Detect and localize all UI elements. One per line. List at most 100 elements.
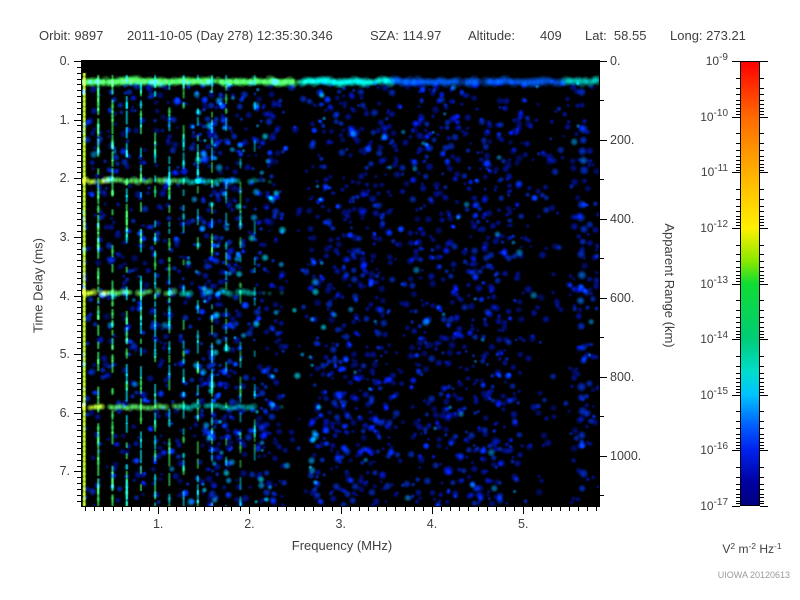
cb-minor-tick-left	[736, 133, 740, 134]
cb-minor-tick-right	[760, 216, 764, 217]
x-minor-tick	[268, 507, 269, 511]
x-minor-tick	[222, 507, 223, 511]
cb-minor-tick-left	[736, 392, 740, 393]
cb-minor-tick-left	[736, 189, 740, 190]
cb-minor-tick-left	[736, 104, 740, 105]
x-minor-tick	[551, 507, 552, 511]
y-minor-tick	[77, 395, 81, 396]
header-altitude-label: Altitude:	[468, 28, 515, 43]
cb-major-tick-left	[732, 117, 740, 118]
x-major-tick	[158, 507, 159, 514]
cb-minor-tick-left	[736, 78, 740, 79]
cb-exponent: -12	[713, 219, 728, 230]
cb-minor-tick-right	[760, 267, 764, 268]
x-minor-tick	[259, 507, 260, 511]
y-minor-tick	[77, 325, 81, 326]
cb-minor-tick-right	[760, 503, 764, 504]
header-datetime: 2011-10-05 (Day 278) 12:35:30.346	[127, 28, 333, 43]
y-minor-tick	[77, 79, 81, 80]
cb-minor-tick-right	[760, 442, 764, 443]
cb-exponent: -15	[713, 386, 728, 397]
cb-major-tick-left	[732, 506, 740, 507]
cb-minor-tick-left	[736, 150, 740, 151]
x-minor-tick	[295, 507, 296, 511]
cb-minor-tick-right	[760, 133, 764, 134]
cb-major-tick-right	[760, 506, 768, 507]
cb-minor-tick-right	[760, 150, 764, 151]
cb-minor-tick-right	[760, 160, 764, 161]
x-tick-label: 5.	[518, 517, 529, 531]
x-axis-title: Frequency (MHz)	[291, 538, 393, 553]
cb-minor-tick-right	[760, 310, 764, 311]
cb-minor-tick-left	[736, 114, 740, 115]
cb-minor-tick-right	[760, 337, 764, 338]
cb-minor-tick-left	[736, 484, 740, 485]
cb-minor-tick-right	[760, 114, 764, 115]
y-minor-tick	[77, 460, 81, 461]
cb-minor-tick-left	[736, 222, 740, 223]
y-minor-tick	[77, 114, 81, 115]
cb-minor-tick-right	[760, 411, 764, 412]
cb-tick-label: 10-17	[700, 497, 728, 513]
y-minor-tick	[77, 489, 81, 490]
y-minor-tick	[77, 442, 81, 443]
x-minor-tick	[496, 507, 497, 511]
x-tick-label: 4.	[426, 517, 438, 531]
y-minor-tick	[77, 495, 81, 496]
cb-major-tick-right	[760, 395, 768, 396]
y-minor-tick	[77, 272, 81, 273]
y-minor-tick	[77, 448, 81, 449]
cb-minor-tick-right	[760, 164, 764, 165]
cb-minor-tick-left	[736, 442, 740, 443]
cb-minor-tick-left	[736, 170, 740, 171]
credit-text: UIOWA 20120613	[717, 570, 790, 580]
x-minor-tick	[149, 507, 150, 511]
y2-minor-tick	[600, 416, 604, 417]
cb-minor-tick-right	[760, 111, 764, 112]
y-minor-tick	[77, 331, 81, 332]
y-tick-label: 4.	[59, 288, 70, 303]
cb-minor-tick-right	[760, 448, 764, 449]
y-minor-tick	[77, 161, 81, 162]
cb-exponent: -17	[713, 497, 728, 508]
x-minor-tick	[423, 507, 424, 511]
colorbar-units: V2 m-2 Hz-1	[722, 541, 782, 556]
cb-minor-tick-left	[736, 254, 740, 255]
cb-major-tick-right	[760, 339, 768, 340]
cb-minor-tick-right	[760, 281, 764, 282]
cb-minor-tick-left	[736, 167, 740, 168]
cb-minor-tick-left	[736, 494, 740, 495]
x-minor-tick	[176, 507, 177, 511]
cb-minor-tick-left	[736, 206, 740, 207]
y2-tick-label: 0.	[610, 54, 621, 68]
cb-minor-tick-right	[760, 356, 764, 357]
y-major-tick	[74, 61, 81, 62]
y-minor-tick	[77, 436, 81, 437]
x-minor-tick	[560, 507, 561, 511]
y-minor-tick	[77, 219, 81, 220]
cb-minor-tick-right	[760, 389, 764, 390]
x-minor-tick	[414, 507, 415, 511]
cb-minor-tick-right	[760, 275, 764, 276]
x-minor-tick	[450, 507, 451, 511]
cb-minor-tick-left	[736, 245, 740, 246]
x-tick-label: 3.	[335, 517, 346, 531]
y2-major-tick	[600, 61, 607, 62]
cb-minor-tick-left	[736, 428, 740, 429]
x-minor-tick	[113, 507, 114, 511]
y-minor-tick	[77, 501, 81, 502]
x-major-tick	[523, 507, 524, 514]
cb-minor-tick-right	[760, 373, 764, 374]
x-minor-tick	[441, 507, 442, 511]
x-major-tick	[432, 507, 433, 514]
y-minor-tick	[77, 290, 81, 291]
cb-minor-tick-left	[736, 156, 740, 157]
cb-major-tick-right	[760, 172, 768, 173]
cb-major-tick-right	[760, 228, 768, 229]
cb-minor-tick-right	[760, 271, 764, 272]
cb-minor-tick-left	[736, 225, 740, 226]
cb-major-tick-left	[732, 450, 740, 451]
y-major-tick	[74, 413, 81, 414]
cb-minor-tick-right	[760, 278, 764, 279]
